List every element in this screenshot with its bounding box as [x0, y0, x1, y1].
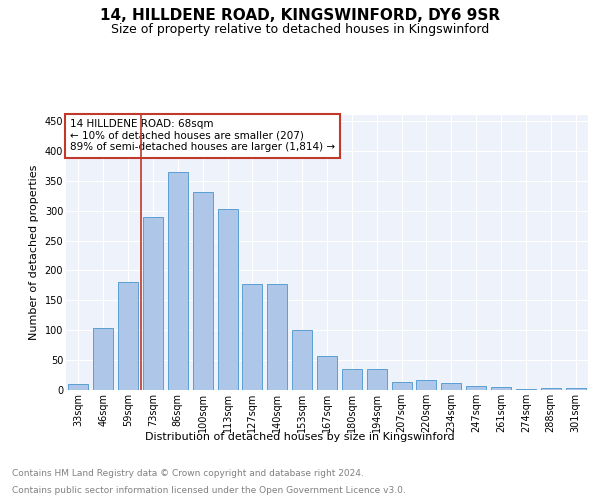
Bar: [168, 172, 188, 390]
Bar: [268, 284, 287, 390]
Bar: [566, 388, 586, 390]
Text: Contains HM Land Registry data © Crown copyright and database right 2024.: Contains HM Land Registry data © Crown c…: [12, 468, 364, 477]
Text: 14, HILLDENE ROAD, KINGSWINFORD, DY6 9SR: 14, HILLDENE ROAD, KINGSWINFORD, DY6 9SR: [100, 8, 500, 22]
Bar: [143, 216, 163, 390]
Bar: [516, 389, 536, 390]
Bar: [218, 209, 238, 390]
Bar: [342, 369, 362, 390]
Bar: [367, 369, 386, 390]
Text: Size of property relative to detached houses in Kingswinford: Size of property relative to detached ho…: [111, 22, 489, 36]
Bar: [416, 380, 436, 390]
Bar: [317, 356, 337, 390]
Bar: [292, 330, 312, 390]
Bar: [193, 192, 212, 390]
Bar: [94, 328, 113, 390]
Text: Contains public sector information licensed under the Open Government Licence v3: Contains public sector information licen…: [12, 486, 406, 495]
Bar: [466, 386, 486, 390]
Text: 14 HILLDENE ROAD: 68sqm
← 10% of detached houses are smaller (207)
89% of semi-d: 14 HILLDENE ROAD: 68sqm ← 10% of detache…: [70, 119, 335, 152]
Text: Distribution of detached houses by size in Kingswinford: Distribution of detached houses by size …: [145, 432, 455, 442]
Bar: [118, 282, 138, 390]
Bar: [392, 382, 412, 390]
Bar: [491, 387, 511, 390]
Bar: [68, 384, 88, 390]
Bar: [442, 384, 461, 390]
Y-axis label: Number of detached properties: Number of detached properties: [29, 165, 39, 340]
Bar: [541, 388, 560, 390]
Bar: [242, 284, 262, 390]
